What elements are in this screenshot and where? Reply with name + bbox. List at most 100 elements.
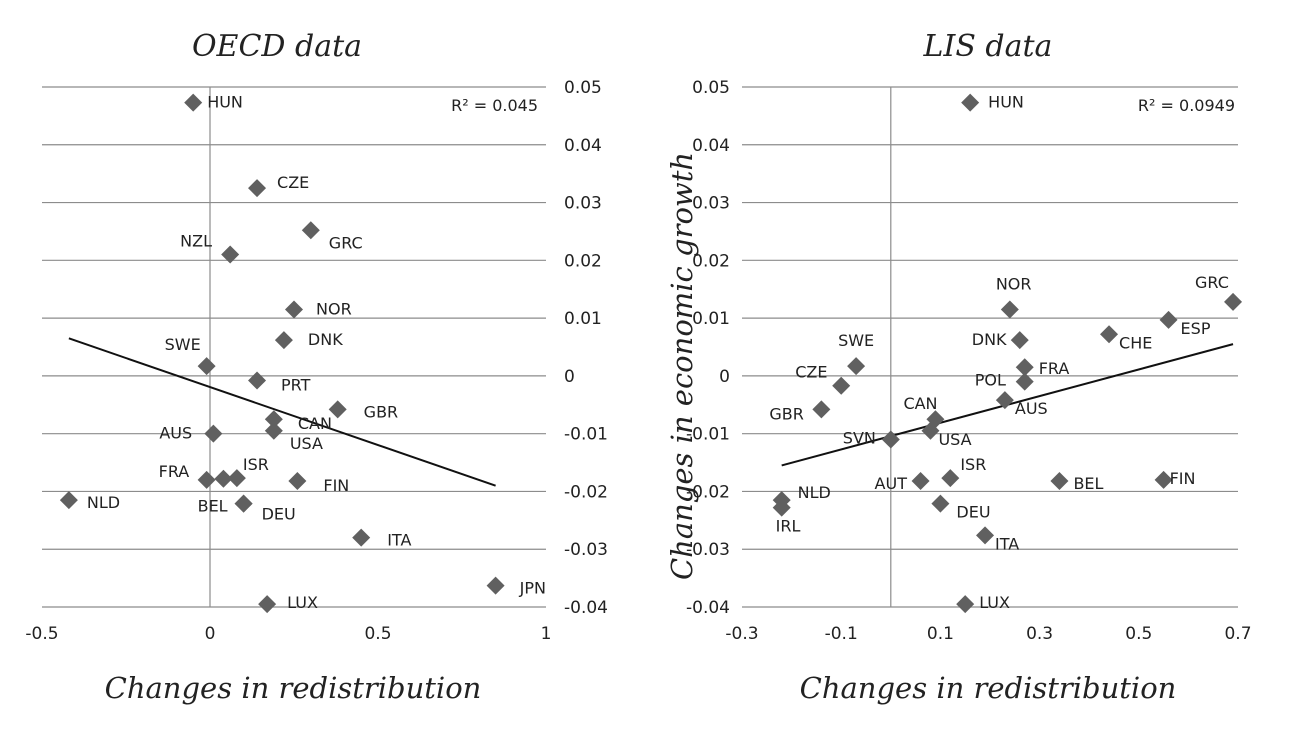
lis-point-marker	[881, 430, 900, 449]
oecd-point-label: HUN	[207, 93, 243, 112]
oecd-point-marker	[258, 595, 277, 614]
lis-point-label: GBR	[769, 404, 804, 423]
y-axis-title: Changes in economic growth	[665, 152, 699, 580]
oecd-y-tick-label: 0.05	[564, 78, 602, 98]
lis-x-axis-title: Changes in redistribution	[800, 671, 1177, 705]
oecd-point-marker	[184, 93, 203, 112]
oecd-point-marker	[274, 331, 293, 350]
oecd-y-tick-label: -0.01	[564, 425, 608, 445]
lis-point-marker	[812, 400, 831, 419]
panel-oecd: OECD data Changes in redistribution R² =…	[25, 29, 608, 705]
panel-lis: LIS data Changes in redistribution R² = …	[686, 29, 1252, 705]
lis-point-label: NOR	[996, 274, 1032, 293]
oecd-point-label: DNK	[308, 330, 343, 349]
oecd-trendline	[68, 337, 496, 487]
oecd-point-marker	[234, 494, 253, 513]
oecd-point-label: PRT	[281, 376, 311, 395]
lis-chart-title: LIS data	[923, 29, 1053, 64]
oecd-y-tick-label: -0.04	[564, 598, 608, 618]
oecd-x-tick-label: 1	[541, 624, 552, 644]
lis-point-label: DNK	[972, 330, 1007, 349]
lis-point-label: LUX	[979, 593, 1010, 612]
oecd-point-label: JPN	[519, 579, 546, 598]
lis-point-label: SVN	[843, 428, 876, 447]
oecd-x-axis-title: Changes in redistribution	[105, 671, 482, 705]
lis-x-tick-label: -0.3	[725, 624, 758, 644]
oecd-y-tick-label: 0.02	[564, 251, 602, 271]
oecd-point-label: NOR	[316, 299, 352, 318]
lis-y-tick-label: 0.01	[692, 309, 730, 329]
lis-x-tick-label: 0.3	[1026, 624, 1053, 644]
oecd-chart-title: OECD data	[192, 29, 362, 64]
lis-point-marker	[1159, 310, 1178, 329]
oecd-point-label: AUS	[159, 424, 192, 443]
oecd-point-label: DEU	[262, 505, 296, 524]
lis-point-label: DEU	[956, 503, 990, 522]
lis-point-label: IRL	[776, 517, 801, 536]
lis-point-marker	[1100, 325, 1119, 344]
lis-y-tick-label: -0.04	[686, 598, 730, 618]
oecd-point-marker	[328, 400, 347, 419]
oecd-point-marker	[227, 469, 246, 488]
lis-point-label: SWE	[838, 331, 874, 350]
lis-point-marker	[1010, 331, 1029, 350]
lis-point-marker	[931, 494, 950, 513]
oecd-point-marker	[59, 491, 78, 510]
lis-point-marker	[1015, 372, 1034, 391]
oecd-x-tick-label: 0.5	[364, 624, 391, 644]
oecd-point-label: SWE	[165, 335, 201, 354]
lis-point-label: CAN	[903, 394, 937, 413]
oecd-point-marker	[248, 371, 267, 390]
lis-point-marker	[1000, 300, 1019, 319]
lis-point-label: USA	[938, 430, 971, 449]
oecd-point-marker	[221, 245, 240, 264]
lis-point-label: ESP	[1181, 319, 1211, 338]
lis-point-label: POL	[975, 371, 1006, 390]
lis-point-marker	[832, 376, 851, 395]
oecd-point-marker	[264, 421, 283, 440]
lis-x-tick-label: 0.7	[1224, 624, 1251, 644]
oecd-point-label: CZE	[277, 173, 309, 192]
lis-point-label: ISR	[960, 455, 986, 474]
lis-point-marker	[921, 421, 940, 440]
lis-point-marker	[847, 357, 866, 376]
oecd-point-label: CAN	[298, 414, 332, 433]
oecd-y-tick-label: 0	[564, 367, 575, 387]
oecd-point-label: NLD	[87, 493, 120, 512]
oecd-point-marker	[285, 300, 303, 319]
lis-point-label: CHE	[1119, 333, 1152, 352]
oecd-y-tick-label: 0.04	[564, 136, 602, 156]
lis-y-tick-label: 0.02	[692, 251, 730, 271]
lis-y-tick-label: 0	[719, 367, 730, 387]
oecd-point-marker	[248, 179, 267, 198]
lis-point-marker	[911, 472, 930, 491]
oecd-point-marker	[486, 576, 505, 595]
oecd-y-tick-label: -0.03	[564, 540, 608, 560]
lis-point-label: AUT	[875, 474, 908, 493]
oecd-point-label: NZL	[180, 232, 212, 251]
lis-point-label: HUN	[988, 93, 1024, 112]
lis-point-marker	[941, 469, 960, 488]
lis-y-tick-label: 0.04	[692, 136, 730, 156]
lis-y-tick-label: -0.01	[686, 425, 730, 445]
lis-y-tick-label: -0.03	[686, 540, 730, 560]
lis-point-label: FRA	[1039, 359, 1070, 378]
lis-point-marker	[1224, 292, 1243, 311]
lis-r-squared: R² = 0.0949	[1138, 96, 1235, 115]
lis-x-tick-label: 0.1	[927, 624, 954, 644]
oecd-point-marker	[197, 470, 216, 489]
oecd-point-marker	[301, 221, 320, 240]
lis-point-marker	[995, 391, 1014, 410]
oecd-point-marker	[352, 528, 371, 547]
oecd-point-marker	[204, 424, 223, 443]
lis-point-label: CZE	[795, 363, 827, 382]
oecd-point-label: BEL	[198, 497, 228, 516]
oecd-y-tick-label: 0.03	[564, 194, 602, 214]
oecd-point-label: USA	[290, 434, 323, 453]
oecd-y-tick-label: 0.01	[564, 309, 602, 329]
lis-y-tick-label: 0.03	[692, 194, 730, 214]
lis-point-label: GRC	[1195, 273, 1229, 292]
lis-point-label: BEL	[1073, 474, 1103, 493]
oecd-point-marker	[214, 469, 233, 488]
oecd-point-label: GBR	[364, 402, 399, 421]
